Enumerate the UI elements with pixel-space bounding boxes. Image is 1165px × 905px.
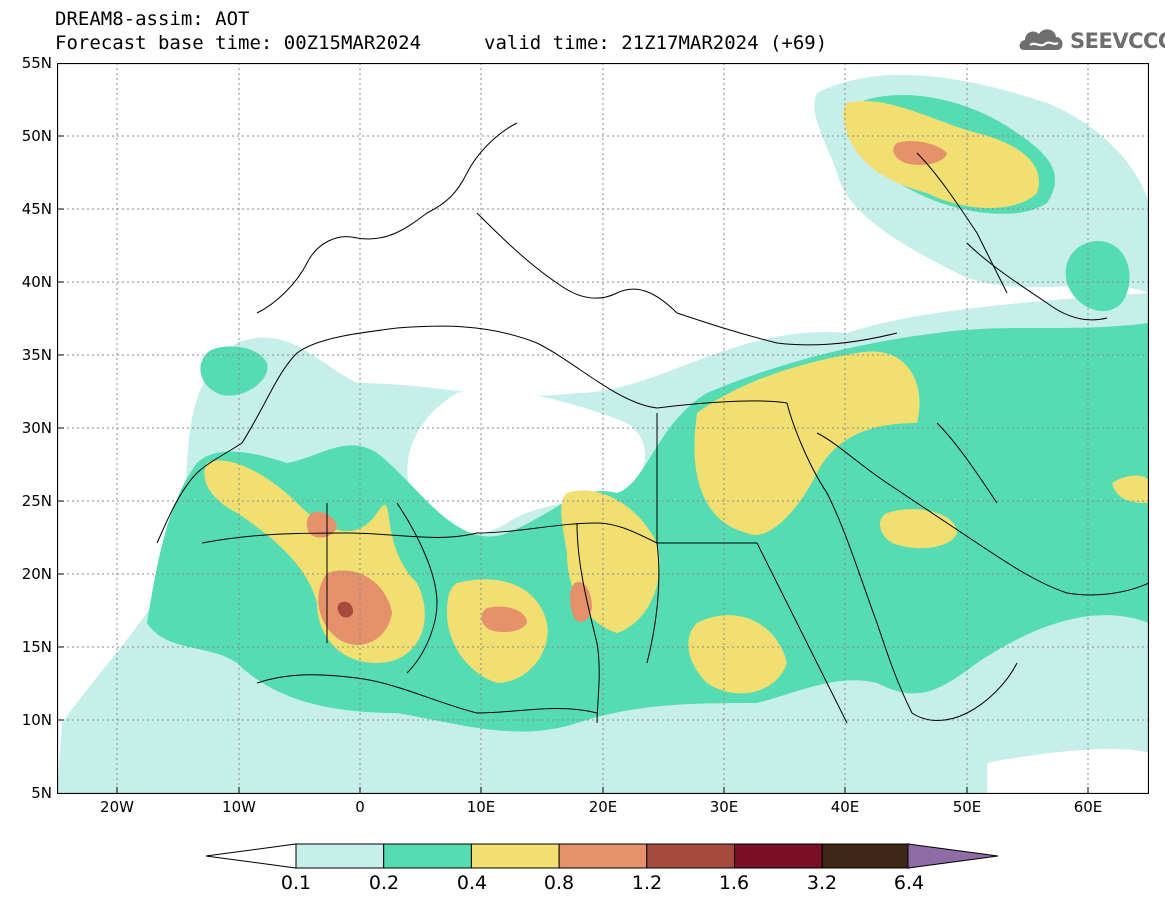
colorbar-label: 0.8 xyxy=(543,872,575,894)
colorbar-swatch xyxy=(470,843,560,869)
aot-map xyxy=(57,63,1149,794)
lat-label: 5N xyxy=(31,784,52,802)
lat-label: 55N xyxy=(21,54,52,72)
cloud-icon xyxy=(1019,29,1063,50)
colorbar-swatch xyxy=(821,843,911,869)
colorbar-label: 0.1 xyxy=(280,872,312,894)
lon-label: 60E xyxy=(1073,798,1103,816)
colorbar-label: 1.6 xyxy=(718,872,750,894)
colorbar-swatch xyxy=(734,843,823,869)
colorbar-swatch xyxy=(558,843,648,869)
lon-label: 50E xyxy=(952,798,982,816)
base-time-label: Forecast base time: 00Z15MAR2024 xyxy=(55,32,422,54)
graticule xyxy=(57,63,1149,794)
colorbar xyxy=(205,843,999,869)
colorbar-label: 6.4 xyxy=(893,872,925,894)
colorbar-label: 3.2 xyxy=(806,872,838,894)
colorbar-swatch xyxy=(383,843,472,869)
lat-label: 40N xyxy=(21,273,52,291)
lon-label: 40E xyxy=(830,798,860,816)
colorbar-label: 0.4 xyxy=(456,872,488,894)
aot-contour-0-4 xyxy=(204,100,1149,694)
map-title: DREAM8-assim: AOT xyxy=(55,8,250,30)
axis-ticks xyxy=(57,135,1089,794)
colorbar-upper-arrow xyxy=(907,843,999,869)
colorbar-swatch xyxy=(295,843,385,869)
lat-label: 15N xyxy=(21,638,52,656)
lat-label: 10N xyxy=(21,711,52,729)
logo-text: SEEVCCC xyxy=(1070,29,1165,53)
lat-label: 25N xyxy=(21,492,52,510)
lon-label: 10W xyxy=(222,798,256,816)
colorbar-swatch xyxy=(646,843,735,869)
aot-contour-0-8 xyxy=(306,141,947,645)
lon-label: 0 xyxy=(355,798,365,816)
valid-time-label: valid time: 21Z17MAR2024 (+69) xyxy=(484,32,828,54)
colorbar-lower-arrow xyxy=(205,843,297,869)
lon-label: 10E xyxy=(466,798,496,816)
lat-label: 50N xyxy=(21,127,52,145)
colorbar-label: 0.2 xyxy=(368,872,400,894)
seevccc-logo: SEEVCCC xyxy=(1018,24,1165,56)
colorbar-label: 1.2 xyxy=(631,872,663,894)
lat-label: 30N xyxy=(21,419,52,437)
coastlines xyxy=(156,122,1149,724)
lat-label: 45N xyxy=(21,200,52,218)
lon-label: 30E xyxy=(709,798,739,816)
aot-contour-1-2 xyxy=(337,601,354,618)
lat-label: 35N xyxy=(21,346,52,364)
lon-label: 20E xyxy=(588,798,618,816)
lon-label: 20W xyxy=(100,798,134,816)
lat-label: 20N xyxy=(21,565,52,583)
